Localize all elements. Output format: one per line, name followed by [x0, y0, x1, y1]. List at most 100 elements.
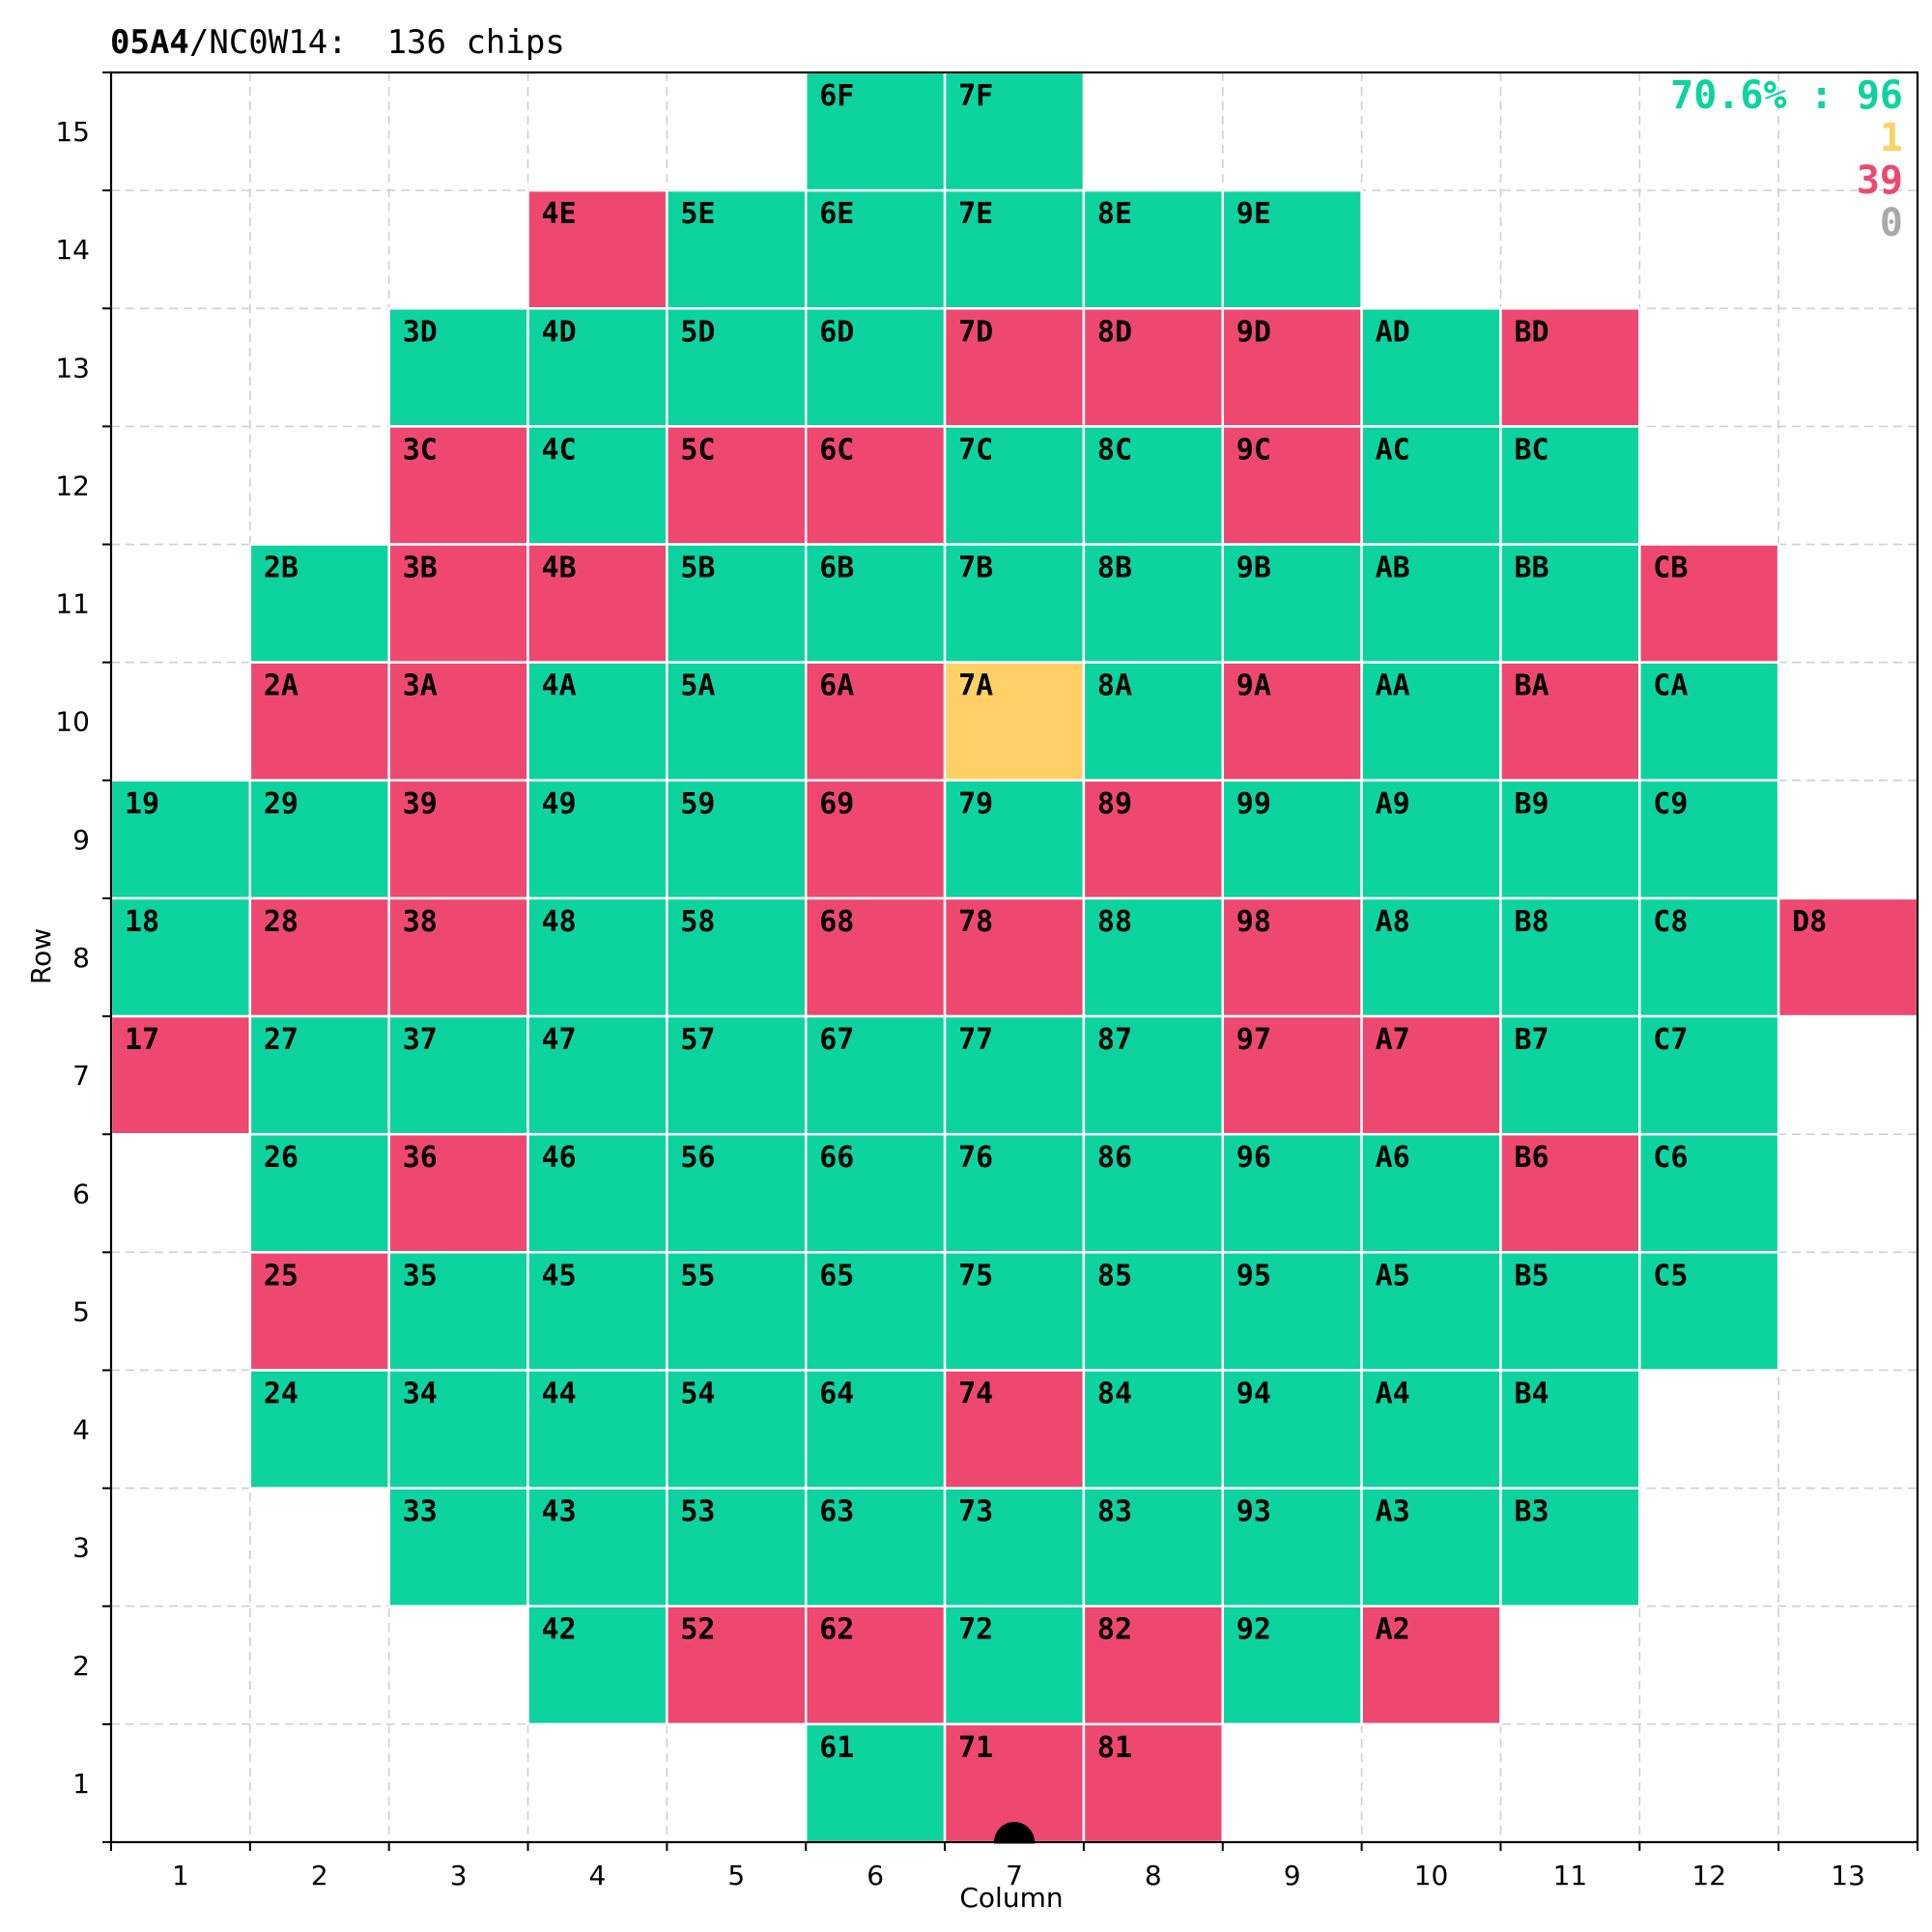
chip-C6[interactable]: C6 — [1638, 1132, 1780, 1254]
chip-46[interactable]: 46 — [526, 1132, 668, 1254]
chip-42[interactable]: 42 — [526, 1605, 668, 1726]
chip-6C[interactable]: 6C — [804, 425, 947, 546]
chip-5B[interactable]: 5B — [666, 543, 808, 664]
chip-7E[interactable]: 7E — [943, 188, 1086, 310]
chip-A5[interactable]: A5 — [1360, 1251, 1502, 1372]
chip-8B[interactable]: 8B — [1082, 543, 1225, 664]
chip-25[interactable]: 25 — [248, 1251, 390, 1372]
chip-87[interactable]: 87 — [1082, 1014, 1225, 1136]
chip-37[interactable]: 37 — [387, 1014, 529, 1136]
chip-73[interactable]: 73 — [943, 1487, 1086, 1607]
chip-A4[interactable]: A4 — [1360, 1369, 1502, 1490]
chip-A3[interactable]: A3 — [1360, 1487, 1502, 1607]
chip-63[interactable]: 63 — [804, 1487, 947, 1607]
chip-7F[interactable]: 7F — [943, 71, 1086, 192]
chip-A7[interactable]: A7 — [1360, 1014, 1502, 1136]
chip-74[interactable]: 74 — [943, 1369, 1086, 1490]
chip-39[interactable]: 39 — [387, 779, 529, 900]
chip-52[interactable]: 52 — [666, 1605, 808, 1726]
chip-B8[interactable]: B8 — [1499, 896, 1641, 1018]
chip-AD[interactable]: AD — [1360, 307, 1502, 428]
chip-B3[interactable]: B3 — [1499, 1487, 1641, 1607]
chip-C5[interactable]: C5 — [1638, 1251, 1780, 1372]
chip-54[interactable]: 54 — [666, 1369, 808, 1490]
chip-62[interactable]: 62 — [804, 1605, 947, 1726]
chip-78[interactable]: 78 — [943, 896, 1086, 1018]
chip-3D[interactable]: 3D — [387, 307, 529, 428]
chip-75[interactable]: 75 — [943, 1251, 1086, 1372]
chip-9C[interactable]: 9C — [1221, 425, 1363, 546]
chip-B5[interactable]: B5 — [1499, 1251, 1641, 1372]
chip-4A[interactable]: 4A — [526, 661, 668, 782]
chip-B6[interactable]: B6 — [1499, 1132, 1641, 1254]
chip-49[interactable]: 49 — [526, 779, 668, 900]
chip-88[interactable]: 88 — [1082, 896, 1225, 1018]
chip-98[interactable]: 98 — [1221, 896, 1363, 1018]
chip-82[interactable]: 82 — [1082, 1605, 1225, 1726]
chip-D8[interactable]: D8 — [1776, 896, 1919, 1018]
chip-8A[interactable]: 8A — [1082, 661, 1225, 782]
chip-AB[interactable]: AB — [1360, 543, 1502, 664]
chip-B7[interactable]: B7 — [1499, 1014, 1641, 1136]
chip-72[interactable]: 72 — [943, 1605, 1086, 1726]
chip-86[interactable]: 86 — [1082, 1132, 1225, 1254]
chip-9A[interactable]: 9A — [1221, 661, 1363, 782]
chip-8D[interactable]: 8D — [1082, 307, 1225, 428]
chip-69[interactable]: 69 — [804, 779, 947, 900]
chip-83[interactable]: 83 — [1082, 1487, 1225, 1607]
chip-95[interactable]: 95 — [1221, 1251, 1363, 1372]
chip-19[interactable]: 19 — [109, 779, 252, 900]
chip-92[interactable]: 92 — [1221, 1605, 1363, 1726]
chip-A6[interactable]: A6 — [1360, 1132, 1502, 1254]
chip-8C[interactable]: 8C — [1082, 425, 1225, 546]
chip-76[interactable]: 76 — [943, 1132, 1086, 1254]
chip-AA[interactable]: AA — [1360, 661, 1502, 782]
chip-B4[interactable]: B4 — [1499, 1369, 1641, 1490]
chip-3B[interactable]: 3B — [387, 543, 529, 664]
chip-3C[interactable]: 3C — [387, 425, 529, 546]
chip-29[interactable]: 29 — [248, 779, 390, 900]
chip-97[interactable]: 97 — [1221, 1014, 1363, 1136]
chip-48[interactable]: 48 — [526, 896, 668, 1018]
chip-79[interactable]: 79 — [943, 779, 1086, 900]
chip-84[interactable]: 84 — [1082, 1369, 1225, 1490]
chip-8E[interactable]: 8E — [1082, 188, 1225, 310]
chip-59[interactable]: 59 — [666, 779, 808, 900]
chip-5A[interactable]: 5A — [666, 661, 808, 782]
chip-C7[interactable]: C7 — [1638, 1014, 1780, 1136]
chip-BD[interactable]: BD — [1499, 307, 1641, 428]
chip-58[interactable]: 58 — [666, 896, 808, 1018]
chip-5D[interactable]: 5D — [666, 307, 808, 428]
chip-A8[interactable]: A8 — [1360, 896, 1502, 1018]
chip-A9[interactable]: A9 — [1360, 779, 1502, 900]
chip-9E[interactable]: 9E — [1221, 188, 1363, 310]
chip-67[interactable]: 67 — [804, 1014, 947, 1136]
chip-45[interactable]: 45 — [526, 1251, 668, 1372]
chip-6A[interactable]: 6A — [804, 661, 947, 782]
chip-B9[interactable]: B9 — [1499, 779, 1641, 900]
chip-5C[interactable]: 5C — [666, 425, 808, 546]
chip-66[interactable]: 66 — [804, 1132, 947, 1254]
chip-4E[interactable]: 4E — [526, 188, 668, 310]
chip-6B[interactable]: 6B — [804, 543, 947, 664]
chip-5E[interactable]: 5E — [666, 188, 808, 310]
chip-7D[interactable]: 7D — [943, 307, 1086, 428]
chip-55[interactable]: 55 — [666, 1251, 808, 1372]
chip-6D[interactable]: 6D — [804, 307, 947, 428]
chip-68[interactable]: 68 — [804, 896, 947, 1018]
chip-AC[interactable]: AC — [1360, 425, 1502, 546]
chip-26[interactable]: 26 — [248, 1132, 390, 1254]
chip-36[interactable]: 36 — [387, 1132, 529, 1254]
chip-18[interactable]: 18 — [109, 896, 252, 1018]
chip-33[interactable]: 33 — [387, 1487, 529, 1607]
chip-96[interactable]: 96 — [1221, 1132, 1363, 1254]
chip-24[interactable]: 24 — [248, 1369, 390, 1490]
chip-28[interactable]: 28 — [248, 896, 390, 1018]
chip-BC[interactable]: BC — [1499, 425, 1641, 546]
chip-7B[interactable]: 7B — [943, 543, 1086, 664]
chip-9B[interactable]: 9B — [1221, 543, 1363, 664]
chip-57[interactable]: 57 — [666, 1014, 808, 1136]
chip-BB[interactable]: BB — [1499, 543, 1641, 664]
chip-85[interactable]: 85 — [1082, 1251, 1225, 1372]
chip-4C[interactable]: 4C — [526, 425, 668, 546]
